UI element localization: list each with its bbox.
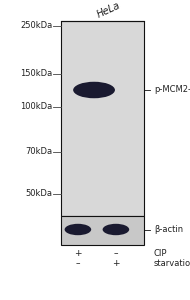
Text: 150kDa: 150kDa xyxy=(20,69,52,78)
Text: +: + xyxy=(74,249,82,258)
Ellipse shape xyxy=(65,224,91,235)
Text: 70kDa: 70kDa xyxy=(25,147,52,156)
Bar xyxy=(61,216,144,244)
Text: +: + xyxy=(112,259,120,268)
Text: 100kDa: 100kDa xyxy=(20,102,52,111)
Text: HeLa: HeLa xyxy=(95,0,122,20)
Text: –: – xyxy=(114,249,118,258)
Text: starvation: starvation xyxy=(154,259,190,268)
Text: 50kDa: 50kDa xyxy=(25,189,52,198)
Ellipse shape xyxy=(103,224,129,235)
Text: 250kDa: 250kDa xyxy=(20,21,52,30)
Bar xyxy=(61,21,144,216)
Text: CIP: CIP xyxy=(154,249,167,258)
Text: –: – xyxy=(76,259,80,268)
Ellipse shape xyxy=(73,82,115,98)
Text: β-actin: β-actin xyxy=(154,225,183,234)
Text: p-MCM2-S139: p-MCM2-S139 xyxy=(154,85,190,94)
